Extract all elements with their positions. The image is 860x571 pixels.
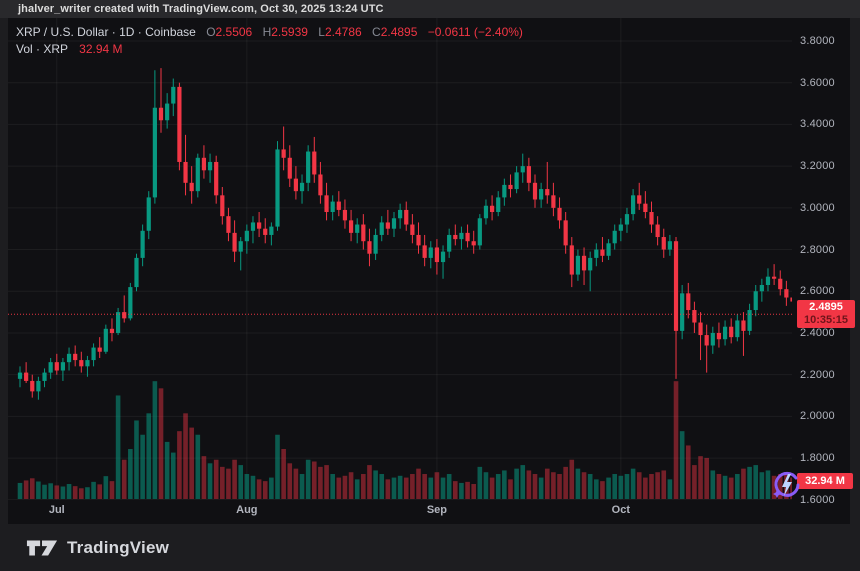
price-tick-label: 2.2000	[800, 368, 835, 381]
time-axis[interactable]: Jul Aug Sep Oct	[8, 500, 860, 524]
bar-countdown: 10:35:15	[803, 314, 849, 327]
change-value: −0.0611 (−2.40%)	[427, 25, 523, 39]
price-tick-label: 3.6000	[800, 76, 835, 89]
price-tick-label: 1.6000	[800, 493, 835, 506]
price-tick-label: 3.2000	[800, 160, 835, 173]
price-tick-label: 3.4000	[800, 118, 835, 131]
time-tick-label: Oct	[611, 504, 630, 516]
price-tick-label: 2.6000	[800, 285, 835, 298]
footer-bar: TradingView	[0, 524, 860, 571]
price-tick-label: 2.0000	[800, 410, 835, 423]
time-tick-label: Sep	[426, 504, 447, 516]
open-label: O	[206, 25, 216, 39]
chart-panel: XRP / U.S. Dollar · 1D · Coinbase O2.550…	[8, 18, 860, 524]
time-tick-label: Aug	[236, 504, 258, 516]
legend-volume-row: Vol · XRP 32.94 M	[16, 41, 523, 58]
tradingview-brand-text: TradingView	[67, 537, 170, 557]
price-chart[interactable]	[8, 18, 792, 500]
low-value: 2.4786	[324, 25, 362, 39]
symbol-title[interactable]: XRP / U.S. Dollar · 1D · Coinbase	[16, 25, 196, 39]
tradingview-logo-icon	[26, 539, 58, 556]
price-tick-label: 2.4000	[800, 326, 835, 339]
close-label: C	[372, 25, 381, 39]
legend-symbol-row: XRP / U.S. Dollar · 1D · Coinbase O2.550…	[16, 24, 523, 41]
open-value: 2.5506	[215, 25, 253, 39]
chart-legend: XRP / U.S. Dollar · 1D · Coinbase O2.550…	[16, 24, 523, 58]
volume-value: 32.94 M	[79, 42, 123, 56]
price-tick-label: 2.8000	[800, 243, 835, 256]
price-tick-label: 3.8000	[800, 35, 835, 47]
price-tick-label: 3.0000	[800, 201, 835, 214]
attribution-text: jhalver_writer created with TradingView.…	[18, 3, 384, 15]
last-price-value: 2.4895	[809, 301, 843, 314]
boost-flame-icon[interactable]	[770, 468, 802, 502]
attribution-bar: jhalver_writer created with TradingView.…	[0, 0, 860, 18]
last-price-badge: 2.4895 10:35:15	[797, 300, 855, 329]
low-label: L	[318, 25, 325, 39]
price-axis[interactable]: 2.4895 10:35:15 32.94 M 3.8000 3.6000 3.40…	[792, 18, 860, 506]
volume-axis-badge: 32.94 M	[797, 473, 853, 490]
close-value: 2.4895	[380, 25, 418, 39]
price-tick-label: 1.8000	[800, 452, 835, 465]
high-label: H	[262, 25, 272, 39]
tradingview-brand-link[interactable]: TradingView	[26, 538, 169, 558]
high-value: 2.5939	[271, 25, 308, 39]
panel-right-margin	[850, 18, 860, 524]
time-tick-label: Jul	[48, 504, 65, 516]
volume-label[interactable]: Vol · XRP	[16, 42, 68, 56]
